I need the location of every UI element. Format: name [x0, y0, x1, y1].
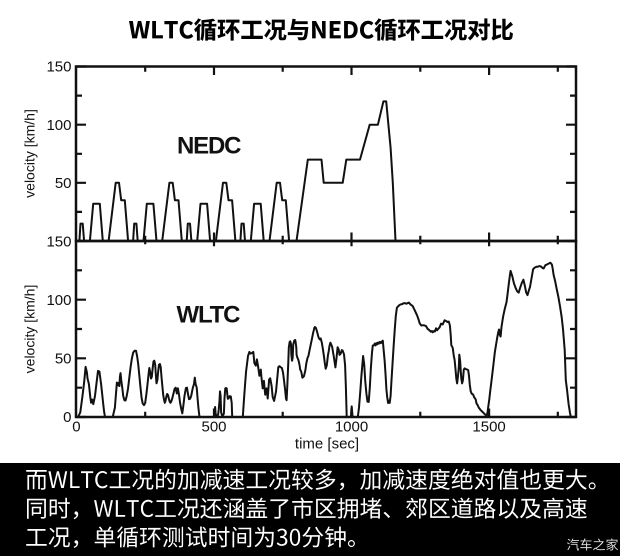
svg-text:velocity [km/h]: velocity [km/h] — [22, 285, 38, 374]
svg-text:100: 100 — [46, 117, 71, 134]
svg-text:1500: 1500 — [472, 419, 505, 436]
svg-text:150: 150 — [46, 59, 71, 76]
svg-text:time [sec]: time [sec] — [295, 436, 359, 453]
svg-text:50: 50 — [55, 351, 72, 368]
svg-text:1000: 1000 — [335, 419, 368, 436]
svg-text:0: 0 — [63, 409, 71, 426]
svg-text:500: 500 — [201, 419, 226, 436]
svg-text:100: 100 — [46, 292, 71, 309]
svg-text:50: 50 — [55, 175, 72, 192]
svg-text:NEDC: NEDC — [177, 133, 241, 160]
svg-text:150: 150 — [46, 233, 71, 250]
svg-text:WLTC: WLTC — [177, 302, 241, 329]
svg-text:0: 0 — [72, 419, 80, 436]
svg-text:velocity [km/h]: velocity [km/h] — [22, 109, 38, 198]
